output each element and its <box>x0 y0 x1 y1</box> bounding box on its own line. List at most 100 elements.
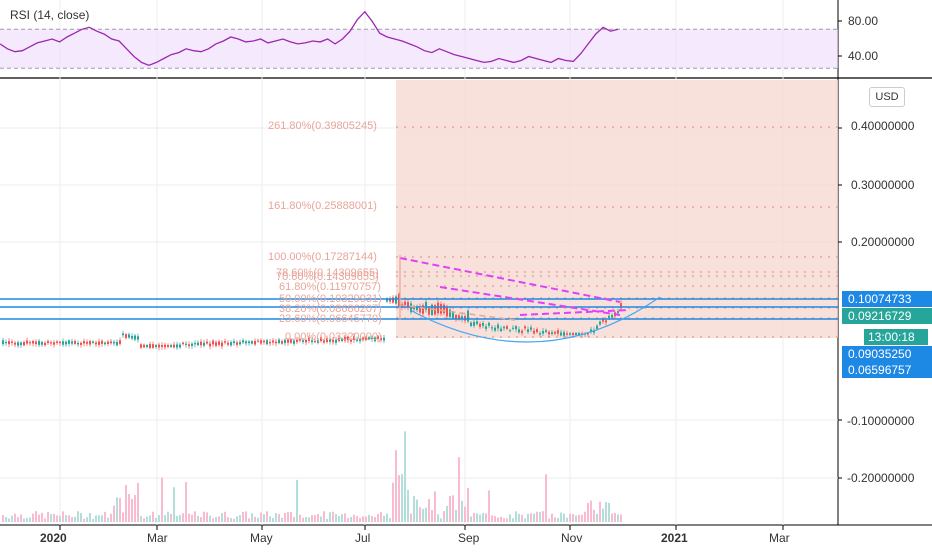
candle-body <box>86 341 88 344</box>
volume-bar <box>482 512 484 522</box>
volume-bar <box>146 516 148 522</box>
volume-bar <box>500 516 502 522</box>
fib-label-261: 261.80%(0.39805245) <box>268 120 377 132</box>
volume-bar <box>164 515 166 522</box>
currency-button[interactable]: USD <box>869 87 905 107</box>
candle-body <box>65 341 67 345</box>
candle-body <box>182 342 184 345</box>
candle-body <box>497 324 499 329</box>
fib-label-618: 61.80%(0.11970757) <box>279 281 381 293</box>
volume-bar <box>263 514 265 522</box>
candle-body <box>350 339 352 342</box>
rsi-title: RSI (14, close) <box>10 8 90 22</box>
candle-body <box>506 326 508 329</box>
candle-body <box>107 341 109 345</box>
candle-body <box>98 341 100 345</box>
volume-bar <box>185 482 187 522</box>
candle-body <box>242 340 244 343</box>
candle-body <box>221 342 223 347</box>
volume-bar <box>137 482 139 522</box>
candle-body <box>260 340 262 344</box>
volume-bar <box>206 512 208 522</box>
candle-body <box>590 329 592 332</box>
candle-body <box>38 340 40 345</box>
candle-body <box>200 341 202 346</box>
volume-bar <box>563 513 565 522</box>
volume-bar <box>410 513 412 522</box>
volume-bar <box>254 516 256 522</box>
volume-bar <box>20 514 22 522</box>
candle-body <box>359 339 361 342</box>
candle-body <box>314 340 316 343</box>
candle-body <box>542 330 544 334</box>
volume-bar <box>41 512 43 522</box>
candle-body <box>608 315 610 318</box>
candle-body <box>602 319 604 322</box>
volume-bar <box>533 513 535 522</box>
candle-body <box>56 341 58 343</box>
volume-bar <box>227 517 229 522</box>
volume-bar <box>434 491 436 522</box>
candle-body <box>191 343 193 346</box>
volume-bar <box>512 518 514 522</box>
volume-bar <box>485 513 487 522</box>
candle-body <box>83 341 85 344</box>
volume-bar <box>167 511 169 522</box>
volume-bar <box>224 511 226 522</box>
fib-label-236: 23.60%(0.06645770) <box>279 313 382 325</box>
candle-body <box>158 344 160 348</box>
candle-body <box>53 342 55 345</box>
candle-body <box>377 336 379 339</box>
fib-label-382: 38.20%(0.08686207) <box>279 303 382 315</box>
volume-bar <box>587 503 589 522</box>
candle-body <box>134 335 136 340</box>
candle-body <box>257 340 259 342</box>
volume-bar <box>98 515 100 522</box>
volume-bar <box>503 518 505 522</box>
volume-bar <box>488 490 490 522</box>
candle-body <box>206 341 208 344</box>
candle-body <box>500 328 502 332</box>
candle-body <box>329 339 331 342</box>
candle-body <box>128 334 130 338</box>
candle-body <box>461 316 463 320</box>
candle-body <box>386 298 388 302</box>
candle-body <box>143 344 145 348</box>
rsi-scale-label-80: 80.00 <box>848 14 879 28</box>
volume-bar <box>590 500 592 522</box>
candle-body <box>212 340 214 345</box>
volume-bar <box>449 496 451 522</box>
candle-body <box>320 337 322 342</box>
candle-body <box>488 322 490 326</box>
candle-body <box>119 340 121 344</box>
volume-bar <box>89 513 91 522</box>
volume-bar <box>26 518 28 522</box>
volume-bar <box>122 512 124 522</box>
volume-bar <box>359 517 361 522</box>
candle-body <box>515 326 517 330</box>
volume-bar <box>302 517 304 522</box>
volume-bar <box>521 514 523 522</box>
candle-body <box>272 340 274 343</box>
candle-body <box>248 341 250 344</box>
volume-bar <box>215 516 217 522</box>
volume-bar <box>383 515 385 522</box>
candle-body <box>155 345 157 347</box>
candle-body <box>101 340 103 344</box>
volume-bar <box>257 517 259 522</box>
volume-bar <box>596 513 598 522</box>
candle-body <box>536 329 538 333</box>
volume-bar <box>389 518 391 522</box>
candle-body <box>587 333 589 335</box>
candle-body <box>365 337 367 340</box>
volume-bar <box>365 516 367 522</box>
volume-bar <box>467 487 469 522</box>
candle-body <box>551 332 553 335</box>
candle-body <box>269 341 271 344</box>
candle-body <box>278 339 280 344</box>
candle-body <box>188 344 190 347</box>
volume-bar <box>92 518 94 522</box>
candle-body <box>197 342 199 346</box>
